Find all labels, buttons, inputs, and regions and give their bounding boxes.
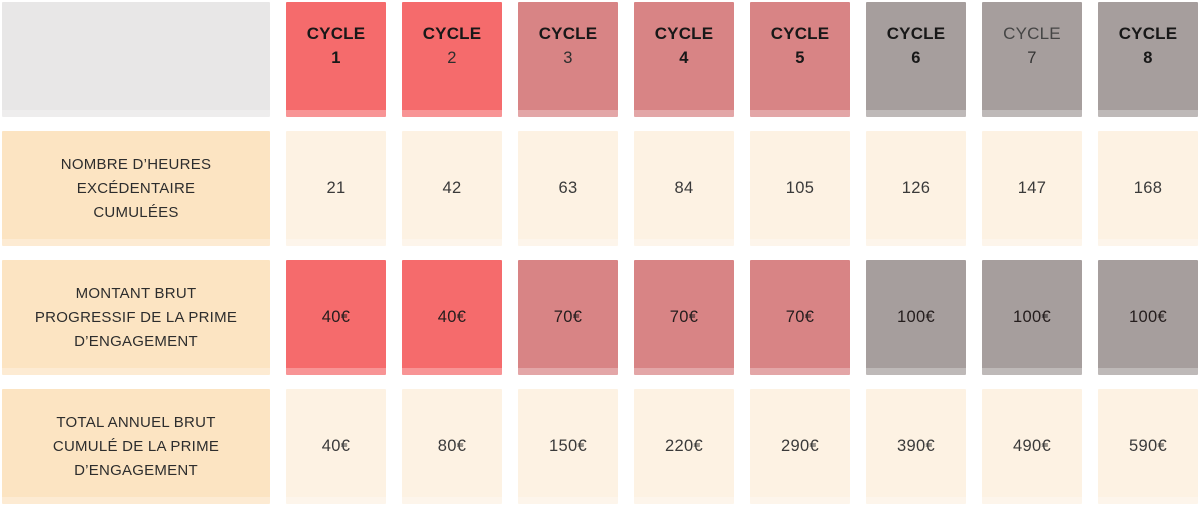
value-cell-total-c8: 590€ [1098, 389, 1198, 504]
value-cell-montant-c7: 100€ [982, 260, 1082, 375]
value-cell-montant-c2: 40€ [402, 260, 502, 375]
value-cell-total-c7: 490€ [982, 389, 1082, 504]
value-cell-heures-c6: 126 [866, 131, 966, 246]
header-cell-cycle-8: CYCLE 8 [1098, 2, 1198, 117]
header-cycle-number: 6 [911, 48, 921, 67]
value-cell-heures-c4: 84 [634, 131, 734, 246]
row-label-heures-cumulees: NOMBRE D’HEURES EXCÉDENTAIRE CUMULÉES [2, 131, 270, 246]
header-cycle-label: CYCLE [654, 24, 714, 44]
value-cell-montant-c6: 100€ [866, 260, 966, 375]
value-cell-total-c4: 220€ [634, 389, 734, 504]
value-cell-total-c6: 390€ [866, 389, 966, 504]
row-label-montant-progressif: MONTANT BRUT PROGRESSIF DE LA PRIME D’EN… [2, 260, 270, 375]
header-cell-cycle-6: CYCLE 6 [866, 2, 966, 117]
value-cell-heures-c1: 21 [286, 131, 386, 246]
value-cell-montant-c8: 100€ [1098, 260, 1198, 375]
row-label-total-annuel: TOTAL ANNUEL BRUT CUMULÉ DE LA PRIME D’E… [2, 389, 270, 504]
header-cell-cycle-3: CYCLE 3 [518, 2, 618, 117]
header-cycle-label: CYCLE [306, 24, 366, 44]
header-cycle-label: CYCLE [1003, 24, 1061, 44]
header-cycle-number: 2 [447, 48, 457, 67]
table-corner-cell [2, 2, 270, 117]
value-cell-total-c5: 290€ [750, 389, 850, 504]
header-cycle-number: 1 [331, 48, 341, 67]
value-cell-montant-c3: 70€ [518, 260, 618, 375]
value-cell-total-c1: 40€ [286, 389, 386, 504]
header-cycle-number: 3 [563, 48, 573, 67]
header-cycle-label: CYCLE [770, 24, 830, 44]
header-cell-cycle-7: CYCLE 7 [982, 2, 1082, 117]
value-cell-total-c3: 150€ [518, 389, 618, 504]
header-cycle-number: 5 [795, 48, 805, 67]
header-cell-cycle-4: CYCLE 4 [634, 2, 734, 117]
header-cycle-number: 4 [679, 48, 689, 67]
header-cycle-number: 7 [1027, 48, 1037, 67]
value-cell-total-c2: 80€ [402, 389, 502, 504]
value-cell-montant-c1: 40€ [286, 260, 386, 375]
value-cell-heures-c2: 42 [402, 131, 502, 246]
value-cell-heures-c7: 147 [982, 131, 1082, 246]
value-cell-montant-c4: 70€ [634, 260, 734, 375]
header-cycle-label: CYCLE [538, 24, 598, 44]
header-cycle-number: 8 [1143, 48, 1153, 67]
header-cycle-label: CYCLE [1118, 24, 1178, 44]
header-cell-cycle-2: CYCLE 2 [402, 2, 502, 117]
header-cycle-label: CYCLE [886, 24, 946, 44]
value-cell-heures-c5: 105 [750, 131, 850, 246]
header-cycle-label: CYCLE [422, 24, 482, 44]
value-cell-heures-c3: 63 [518, 131, 618, 246]
value-cell-montant-c5: 70€ [750, 260, 850, 375]
header-cell-cycle-5: CYCLE 5 [750, 2, 850, 117]
header-cell-cycle-1: CYCLE 1 [286, 2, 386, 117]
value-cell-heures-c8: 168 [1098, 131, 1198, 246]
